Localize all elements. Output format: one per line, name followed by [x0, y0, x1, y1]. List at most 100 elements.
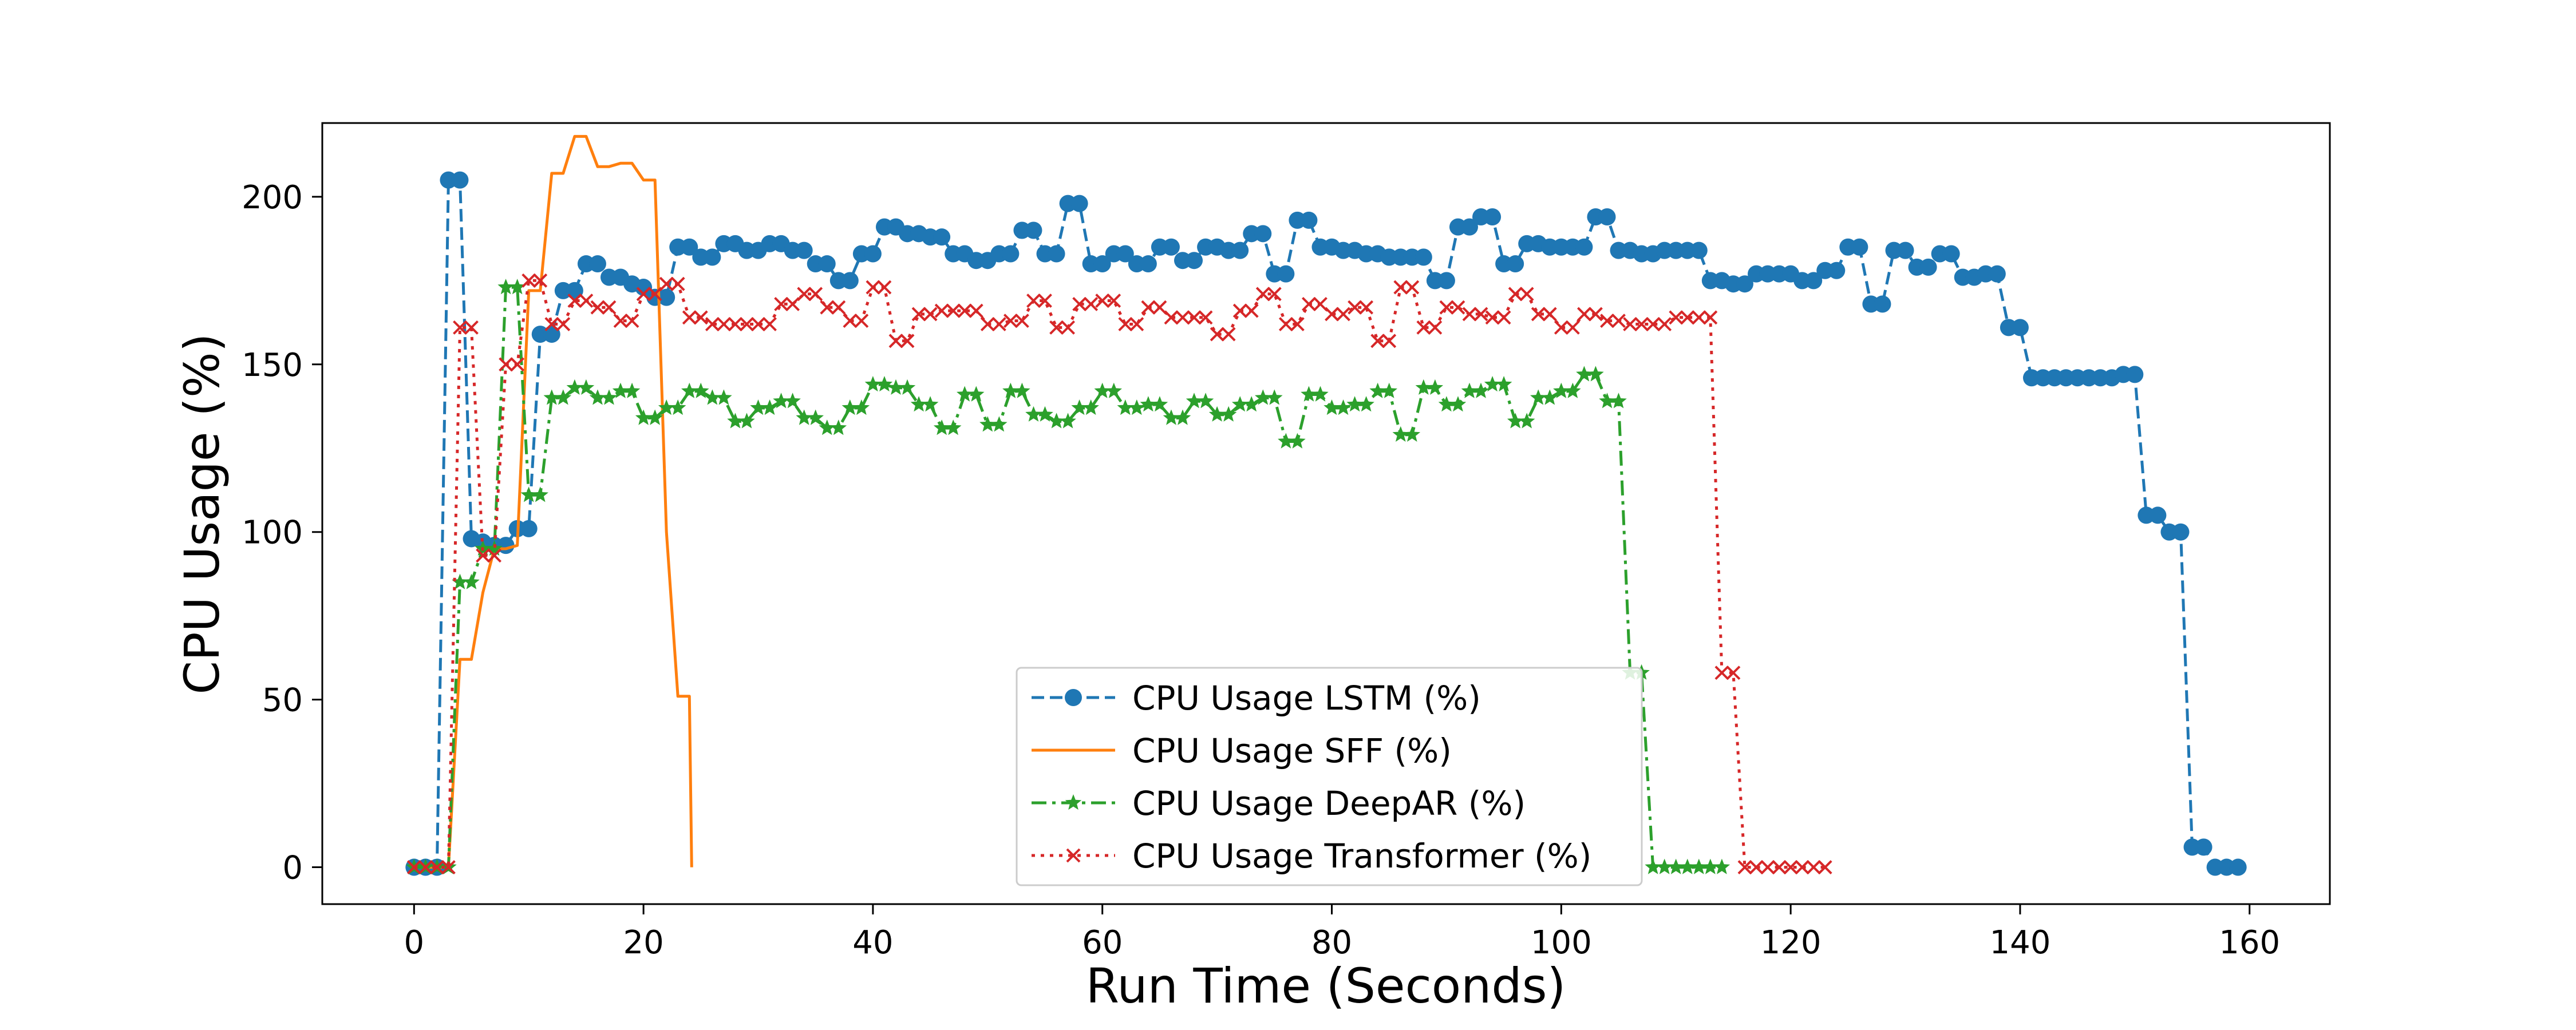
data-point	[1301, 386, 1317, 402]
data-point	[1358, 396, 1374, 412]
series-2	[414, 134, 693, 869]
y-axis: 0 50 100 150 200	[242, 179, 322, 887]
data-point	[1232, 303, 1247, 318]
y-tick-label: 50	[262, 682, 303, 719]
data-point	[1348, 300, 1362, 315]
data-point	[1107, 294, 1121, 308]
data-point	[1656, 858, 1673, 874]
data-point	[1323, 399, 1340, 415]
data-point	[520, 520, 538, 537]
series-line	[414, 134, 693, 869]
data-point	[750, 399, 767, 415]
data-point	[1370, 334, 1385, 348]
data-point	[1461, 382, 1478, 398]
data-point	[1266, 389, 1283, 405]
data-point	[1507, 413, 1524, 429]
data-point	[1587, 366, 1604, 382]
data-point	[864, 376, 882, 392]
data-point	[602, 300, 617, 315]
data-point	[831, 300, 846, 315]
data-point	[841, 272, 859, 290]
data-point	[543, 389, 560, 405]
data-point	[2195, 838, 2212, 856]
legend-marker	[1065, 794, 1082, 810]
data-point	[463, 573, 480, 589]
data-point	[1679, 858, 1696, 874]
data-point	[877, 280, 892, 295]
data-point	[1382, 334, 1397, 348]
data-point	[1645, 858, 1661, 874]
data-point	[888, 334, 903, 348]
data-point	[1208, 406, 1226, 422]
data-point	[612, 382, 629, 398]
x-tick-label: 140	[1989, 924, 2050, 961]
data-point	[866, 280, 880, 295]
data-point	[705, 317, 720, 331]
data-point	[887, 379, 904, 395]
x-tick-label: 160	[2219, 924, 2280, 961]
data-point	[773, 393, 789, 409]
data-point	[2126, 366, 2144, 383]
data-point	[864, 245, 882, 263]
legend-box	[1016, 667, 1643, 886]
data-point	[521, 273, 536, 288]
legend-item: CPU Usage Transformer (%)	[1032, 837, 1591, 876]
data-point	[453, 320, 467, 335]
data-point	[533, 273, 548, 288]
data-point	[784, 393, 801, 409]
data-point	[1690, 858, 1708, 874]
data-point	[1049, 320, 1064, 335]
data-point	[476, 548, 490, 563]
data-point	[933, 419, 950, 435]
data-point	[1116, 245, 1134, 263]
data-point	[1254, 225, 1272, 243]
x-tick-label: 100	[1531, 924, 1592, 961]
data-point	[1187, 310, 1202, 325]
x-tick-label: 0	[404, 924, 424, 961]
data-point	[1139, 255, 1157, 273]
data-point	[600, 389, 618, 405]
data-point	[1093, 255, 1111, 273]
data-point	[1496, 310, 1511, 325]
data-point	[1070, 195, 1088, 212]
data-point	[762, 317, 777, 331]
data-point	[681, 238, 698, 256]
data-point	[1473, 307, 1488, 322]
data-point	[1071, 399, 1088, 415]
data-point	[1437, 272, 1455, 290]
data-point	[900, 334, 915, 348]
data-point	[980, 317, 995, 331]
data-point	[1461, 218, 1478, 236]
data-point	[1657, 317, 1672, 331]
data-point	[510, 357, 525, 372]
data-point	[945, 419, 962, 435]
data-point	[1060, 413, 1076, 429]
legend-item: CPU Usage SFF (%)	[1032, 731, 1452, 770]
data-point	[1163, 409, 1180, 425]
data-point	[843, 314, 858, 328]
data-point	[566, 379, 583, 395]
data-point	[2011, 319, 2029, 336]
data-point	[1026, 294, 1041, 308]
data-point	[740, 317, 754, 331]
data-point	[1519, 287, 1534, 302]
data-point	[406, 860, 421, 874]
data-point	[818, 255, 836, 273]
data-point	[1072, 296, 1087, 311]
data-point	[1485, 310, 1500, 325]
data-point	[590, 300, 605, 315]
data-point	[1094, 382, 1111, 398]
data-point	[1600, 314, 1614, 328]
data-point	[1325, 307, 1339, 322]
data-point	[635, 409, 652, 425]
data-point	[830, 419, 847, 435]
data-point	[1335, 399, 1352, 415]
data-point	[659, 276, 674, 291]
y-axis-label: CPU Usage (%)	[174, 333, 230, 694]
data-point	[1449, 396, 1467, 412]
data-point	[899, 379, 916, 395]
data-point	[1186, 393, 1203, 409]
data-point	[1061, 320, 1076, 335]
data-point	[1806, 860, 1821, 874]
data-point	[979, 416, 996, 432]
